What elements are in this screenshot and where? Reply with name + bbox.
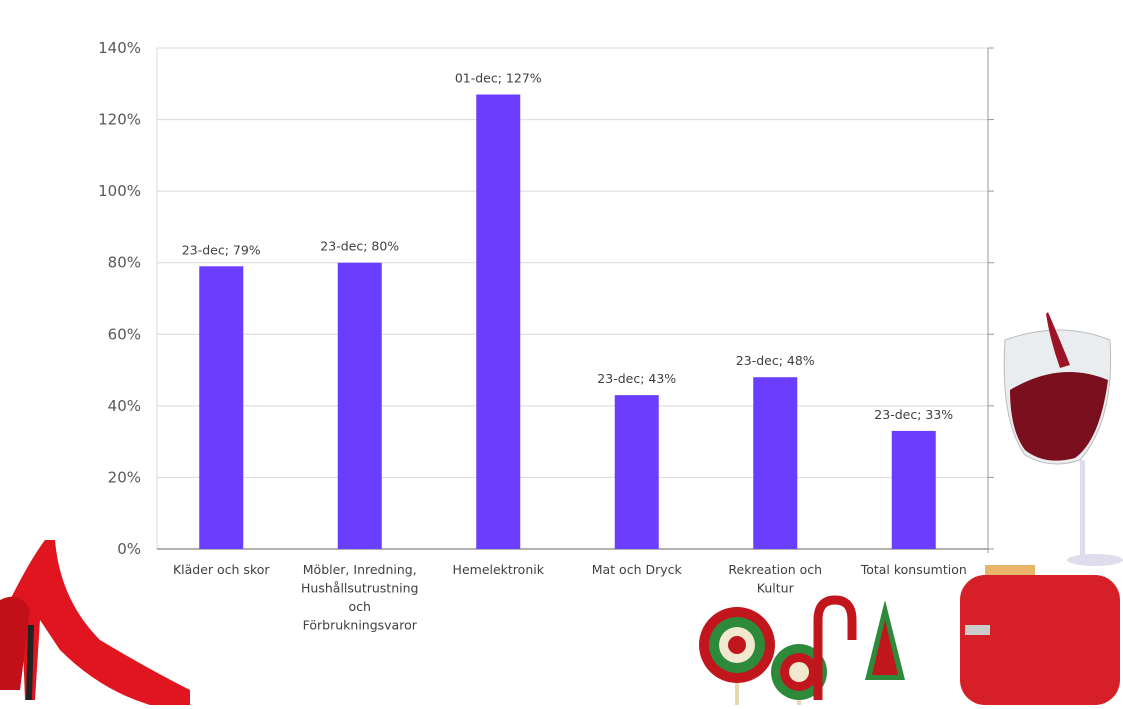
data-label: 23-dec; 48%: [736, 353, 815, 368]
data-label: 23-dec; 80%: [320, 239, 399, 254]
x-category-label: Mat och Dryck: [592, 562, 683, 577]
wine-glass-image: [1003, 312, 1123, 566]
red-high-heels-image: [0, 540, 190, 705]
y-tick-label: 140%: [98, 39, 141, 57]
data-label: 23-dec; 43%: [597, 371, 676, 386]
x-category-label: och: [349, 599, 371, 614]
y-tick-label: 80%: [108, 254, 141, 272]
y-tick-label: 40%: [108, 397, 141, 415]
x-category-label: Kultur: [757, 581, 795, 596]
lollipops-image: [699, 595, 905, 705]
x-category-label: Hemelektronik: [453, 562, 545, 577]
x-category-label: Rekreation och: [728, 562, 822, 577]
bar: [753, 377, 798, 549]
data-label: 23-dec; 33%: [874, 407, 953, 422]
y-tick-label: 0%: [117, 540, 141, 558]
x-category-label: Kläder och skor: [173, 562, 270, 577]
x-category-label: Förbrukningsvaror: [303, 618, 418, 633]
bar: [199, 266, 244, 549]
bar: [614, 395, 659, 549]
y-tick-label: 20%: [108, 468, 141, 486]
x-category-label: Möbler, Inredning,: [303, 562, 417, 577]
bar: [891, 430, 936, 549]
y-tick-label: 60%: [108, 325, 141, 343]
x-category-label: Total konsumtion: [860, 562, 967, 577]
bar: [337, 262, 382, 549]
toaster-image: [960, 565, 1120, 705]
data-label: 01-dec; 127%: [455, 71, 542, 86]
x-category-label: Hushållsutrustning: [301, 581, 418, 596]
data-label: 23-dec; 79%: [182, 242, 261, 257]
bar: [476, 94, 521, 550]
y-tick-label: 100%: [98, 182, 141, 200]
y-tick-label: 120%: [98, 111, 141, 129]
